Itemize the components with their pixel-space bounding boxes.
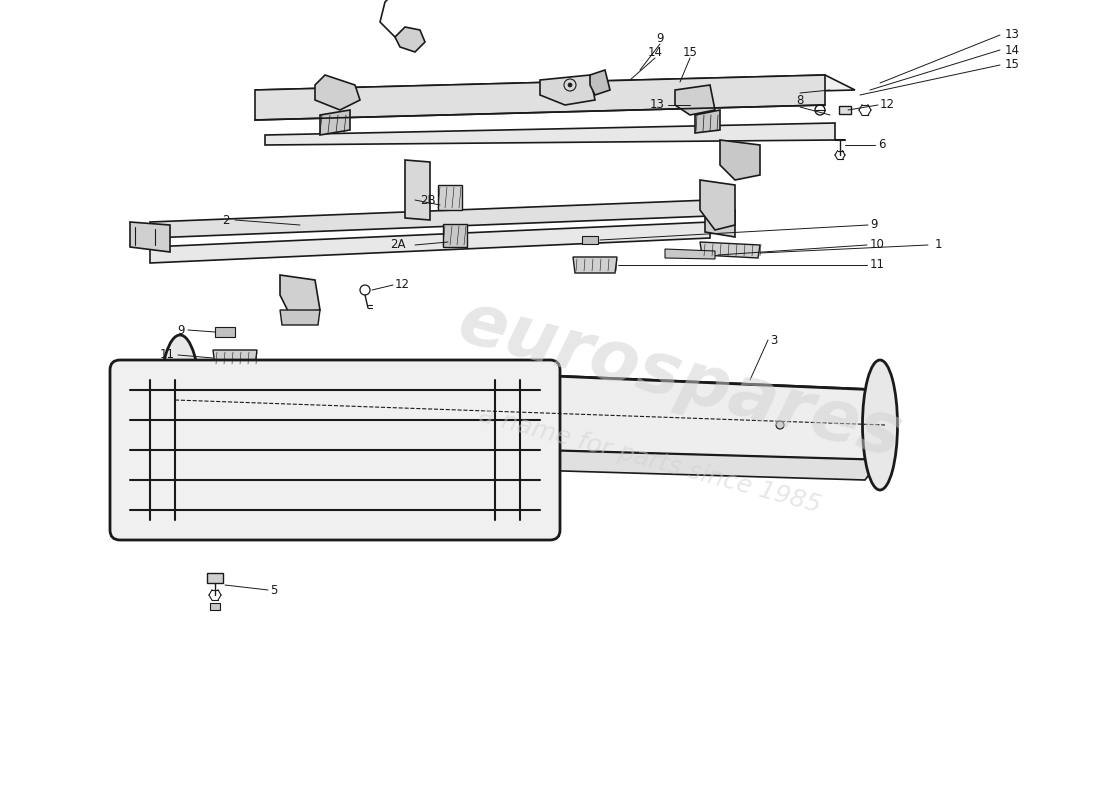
Text: 9: 9 — [177, 323, 185, 337]
Text: 6: 6 — [878, 138, 886, 151]
Ellipse shape — [160, 335, 200, 465]
Polygon shape — [720, 140, 760, 180]
Polygon shape — [705, 207, 735, 237]
Polygon shape — [839, 106, 851, 114]
Text: 14: 14 — [1005, 43, 1020, 57]
Polygon shape — [582, 236, 598, 244]
Text: 13: 13 — [1005, 29, 1020, 42]
Text: 13: 13 — [650, 98, 666, 111]
Polygon shape — [255, 75, 855, 105]
Polygon shape — [700, 180, 735, 230]
Polygon shape — [150, 200, 710, 238]
Polygon shape — [130, 222, 170, 252]
Text: 8: 8 — [796, 94, 804, 106]
Polygon shape — [210, 603, 220, 610]
Text: 2A: 2A — [390, 238, 406, 251]
Text: 12: 12 — [395, 278, 410, 291]
Polygon shape — [590, 70, 610, 95]
Text: 5: 5 — [270, 583, 277, 597]
Text: 10: 10 — [870, 238, 884, 251]
Polygon shape — [180, 360, 880, 410]
Text: 9: 9 — [870, 218, 878, 231]
FancyBboxPatch shape — [110, 360, 560, 540]
Polygon shape — [395, 27, 425, 52]
Text: 15: 15 — [683, 46, 697, 58]
Text: 9: 9 — [657, 31, 663, 45]
Polygon shape — [150, 222, 710, 263]
Polygon shape — [443, 224, 468, 247]
Polygon shape — [214, 327, 235, 337]
Polygon shape — [207, 573, 223, 583]
Ellipse shape — [862, 360, 898, 490]
Polygon shape — [320, 110, 350, 135]
Polygon shape — [675, 85, 715, 115]
Polygon shape — [315, 75, 360, 110]
Polygon shape — [438, 185, 462, 210]
Polygon shape — [405, 160, 430, 220]
Polygon shape — [265, 123, 835, 145]
Text: 12: 12 — [880, 98, 895, 111]
Polygon shape — [573, 257, 617, 273]
Polygon shape — [280, 310, 320, 325]
Circle shape — [776, 421, 784, 429]
Polygon shape — [180, 360, 880, 460]
Text: 15: 15 — [1005, 58, 1020, 71]
Polygon shape — [666, 249, 715, 259]
Polygon shape — [180, 440, 880, 480]
Polygon shape — [213, 350, 257, 366]
Text: 1: 1 — [935, 238, 943, 251]
Text: eurospares: eurospares — [451, 287, 910, 473]
Circle shape — [568, 83, 572, 87]
Polygon shape — [695, 110, 721, 133]
Polygon shape — [700, 242, 760, 258]
Text: 3: 3 — [770, 334, 778, 346]
Text: 2B: 2B — [420, 194, 436, 206]
Text: a name for parts since 1985: a name for parts since 1985 — [476, 402, 824, 518]
Text: 2: 2 — [222, 214, 230, 226]
Text: 11: 11 — [870, 258, 886, 271]
Text: 11: 11 — [160, 349, 175, 362]
Polygon shape — [280, 275, 320, 315]
Polygon shape — [255, 75, 825, 120]
Polygon shape — [540, 75, 595, 105]
Text: 14: 14 — [648, 46, 662, 58]
